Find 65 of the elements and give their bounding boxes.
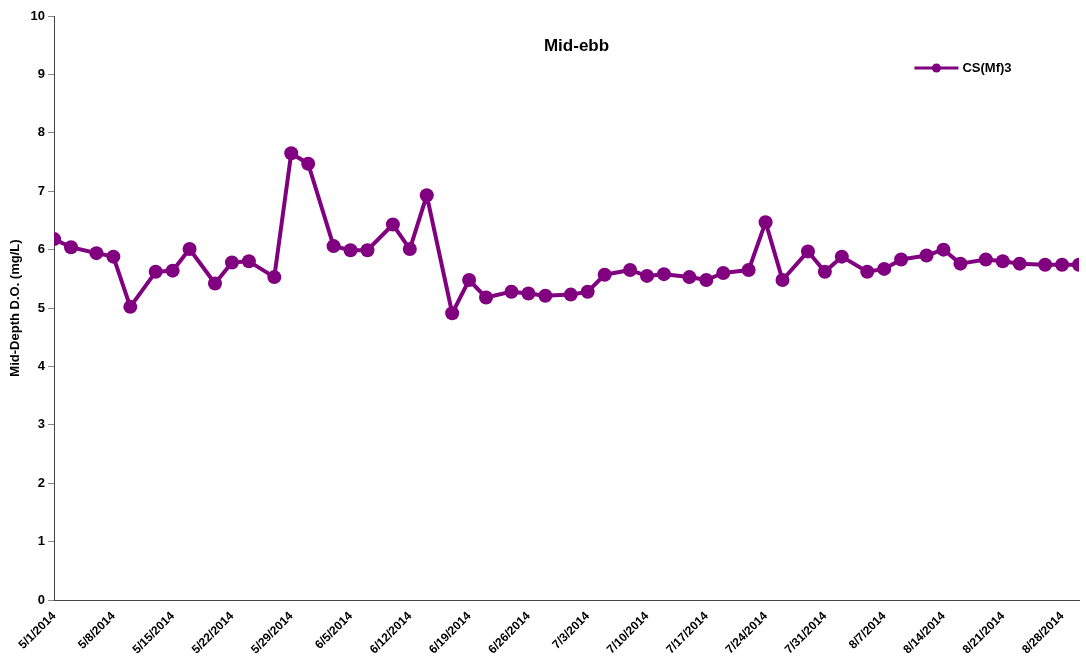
point [241,254,256,269]
point [741,263,756,278]
point [301,156,316,171]
y-axis-title: Mid-Depth D.O. (mg/L) [7,239,23,377]
point [936,242,951,257]
y-tick-label: 1 [37,533,46,549]
y-tick-label: 2 [37,474,46,490]
point [682,270,697,285]
point [326,239,341,254]
y-tick-label: 0 [37,591,46,607]
point [1012,256,1027,271]
point [64,240,78,255]
point [1055,257,1070,272]
point [504,284,519,299]
text: Mid-ebb [543,35,610,55]
point [860,264,875,279]
point [419,188,434,203]
point [123,299,138,314]
point [640,268,654,283]
legend-label: CS(Mf)3 [962,59,1012,75]
point [597,267,612,282]
y-tick-label: 3 [37,416,46,432]
point [978,252,993,267]
point [224,255,239,270]
y-tick-label: 10 [30,7,46,23]
point [343,243,358,258]
point [995,254,1010,269]
y-tick-label: 6 [37,241,46,257]
point [877,261,892,276]
point [148,264,163,279]
point [580,284,595,299]
point [758,215,773,230]
point [800,244,815,259]
point [656,267,671,282]
y-tick-label: 5 [37,299,46,315]
point [89,246,104,261]
point [267,270,282,285]
point [462,273,477,287]
point [284,146,299,161]
point [479,290,494,305]
point [817,264,832,279]
y-tick-label: 8 [37,124,46,140]
point [521,286,536,301]
point [894,252,909,267]
point [538,288,553,303]
point [165,263,180,278]
y-tick-label: 4 [37,358,46,374]
y-tick-label: 9 [37,65,46,81]
point [563,287,578,302]
point [1038,257,1053,272]
point [775,273,790,287]
point [623,263,638,278]
point [360,243,375,258]
point [919,248,934,263]
point [834,249,849,264]
point [716,265,731,280]
point [208,276,222,291]
y-tick-label: 7 [37,182,46,198]
point [402,242,417,257]
point [445,306,460,321]
point [182,242,197,257]
point [385,217,400,232]
point [699,273,714,287]
point [953,256,968,271]
point [106,249,121,264]
